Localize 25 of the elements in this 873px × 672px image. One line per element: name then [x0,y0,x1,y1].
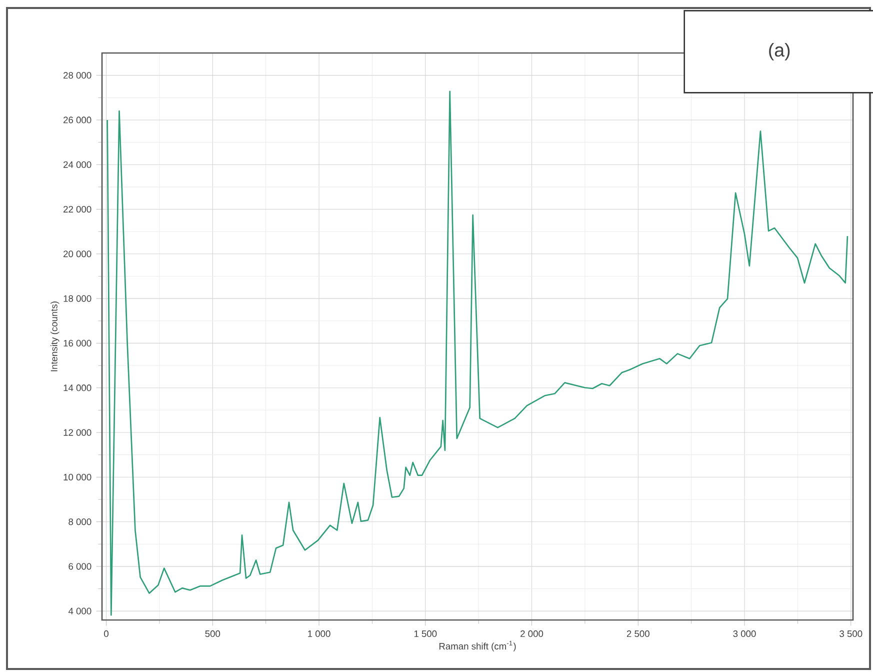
x-tick-label: 2 000 [520,630,544,637]
y-tick-label: 24 000 [64,161,92,168]
y-axis-title: Intensity (counts) [50,302,60,372]
y-tick-label: 8 000 [68,518,92,526]
x-tick-label: 1 500 [414,630,437,637]
y-tick-label: 26 000 [64,116,92,124]
x-tick-label: 1 000 [308,630,330,637]
y-tick-label: 22 000 [64,206,92,213]
x-tick-label: 2 500 [626,630,650,637]
y-tick-label: 16 000 [64,340,92,346]
x-tick-label: 3 000 [733,630,756,637]
x-tick-label: 0 [104,630,108,637]
y-tick-label: 10 000 [64,474,92,480]
x-tick-label: 3 500 [840,630,862,637]
line-series [106,90,848,616]
y-tick-label: 28 000 [64,72,92,79]
y-tick-label: 4 000 [68,608,92,614]
y-tick-label: 18 000 [64,295,92,302]
annotation: (a) [769,42,790,60]
y-tick-label: 20 000 [64,250,92,258]
y-tick-label: 14 000 [64,384,92,392]
y-tick-label: 12 000 [64,429,92,436]
y-tick-label: 6 000 [68,563,92,570]
x-axis-title: Raman shift (cm$^{-1}$) [439,640,516,652]
x-tick-label: 500 [205,630,220,637]
